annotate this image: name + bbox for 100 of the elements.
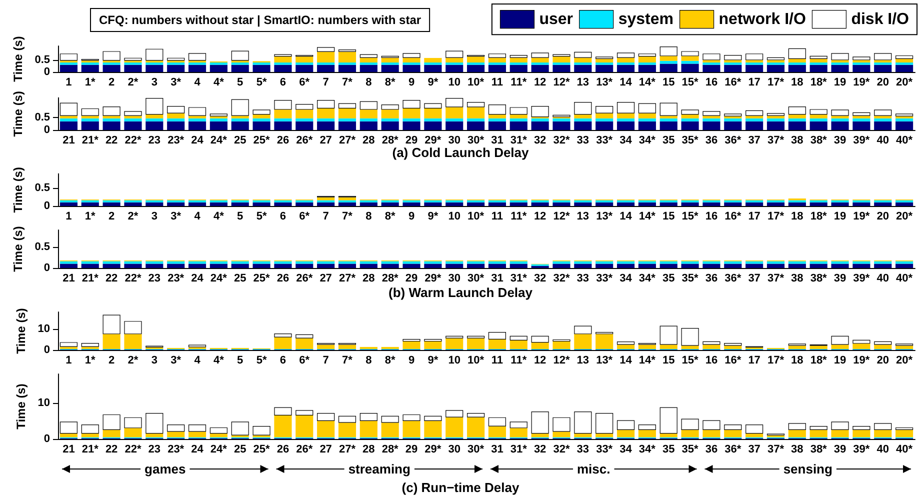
x-tick-label: 30*: [468, 272, 485, 284]
x-tick-label: 2*: [128, 354, 139, 366]
x-tick-label: 12*: [553, 76, 570, 88]
x-tick-label: 37*: [767, 272, 785, 284]
x-tick-label: 18: [791, 210, 804, 222]
x-tick-label: 7: [322, 354, 329, 366]
x-tick-label: 39: [834, 272, 846, 284]
x-tick-label: 12: [534, 76, 546, 88]
x-tick-label: 35: [662, 272, 675, 284]
y-tick-label: 0.5: [34, 54, 50, 66]
x-tick-label: 31*: [510, 444, 528, 456]
x-tick-label: 34*: [638, 134, 656, 146]
text: misc.: [577, 462, 610, 476]
x-tick-label: 32: [534, 272, 546, 284]
x-tick-label: 24: [191, 134, 204, 146]
x-tick-label: 16: [705, 76, 718, 88]
x-tick-label: 40: [876, 444, 889, 456]
x-tick-label: 1*: [84, 354, 96, 366]
x-tick-label: 21*: [82, 134, 100, 146]
y-axis-title: Time (s): [10, 226, 25, 272]
x-tick-label: 20: [876, 354, 889, 366]
x-tick-label: 18*: [810, 210, 828, 222]
x-tick-label: 5*: [256, 210, 268, 222]
x-tick-label: 14: [620, 210, 633, 222]
x-tick-label: 28: [362, 134, 375, 146]
text: (c) Run−time Delay: [402, 480, 520, 495]
x-tick-label: 10: [448, 76, 460, 88]
x-tick-label: 34*: [638, 444, 656, 456]
y-tick-label: 0.5: [34, 240, 50, 253]
x-tick-label: 35: [662, 134, 675, 146]
x-tick-label: 2: [108, 354, 115, 366]
x-tick-label: 12*: [553, 354, 570, 366]
x-tick-label: 38: [791, 134, 804, 146]
x-tick-label: 19: [834, 210, 846, 222]
x-tick-label: 37: [748, 272, 760, 284]
x-tick-label: 21: [62, 272, 75, 284]
x-tick-label: 2: [108, 76, 115, 88]
x-tick-label: 16: [705, 210, 718, 222]
x-tick-label: 7: [322, 210, 329, 222]
x-tick-label: 25*: [253, 134, 271, 146]
x-tick-label: 4: [194, 354, 202, 366]
x-tick-label: 13*: [596, 354, 614, 366]
x-tick-label: 39: [834, 444, 846, 456]
x-tick-label: 26*: [296, 134, 314, 146]
x-tick-label: 23: [148, 134, 161, 146]
x-tick-label: 3: [151, 354, 158, 366]
x-tick-label: 15*: [682, 76, 700, 88]
x-tick-label: 8*: [384, 354, 396, 366]
x-tick-label: 4: [194, 210, 202, 222]
x-tick-label: 20*: [896, 354, 914, 366]
x-tick-label: 31*: [510, 134, 528, 146]
x-tick-label: 20*: [896, 76, 914, 88]
x-tick-label: 15: [662, 76, 675, 88]
x-tick-label: 29: [405, 134, 418, 146]
legend-label: system: [618, 10, 674, 28]
legend-label: disk I/O: [851, 10, 909, 28]
x-tick-label: 11: [491, 210, 504, 222]
x-tick-label: 11*: [510, 76, 528, 88]
x-tick-label: 29: [405, 272, 418, 284]
x-tick-label: 36: [705, 134, 718, 146]
x-tick-label: 25*: [253, 444, 271, 456]
x-tick-label: 29*: [424, 134, 442, 146]
x-tick-label: 5*: [256, 76, 268, 88]
x-tick-label: 3*: [170, 354, 182, 366]
y-axis-title: Time (s): [14, 384, 28, 430]
x-tick-label: 13: [576, 76, 590, 88]
x-tick-label: 23: [148, 272, 161, 284]
y-tick-label: 0: [44, 262, 50, 274]
x-tick-label: 37: [748, 444, 760, 456]
x-tick-label: 24: [191, 444, 204, 456]
x-tick-label: 27: [320, 444, 332, 456]
x-tick-label: 34: [620, 272, 633, 284]
x-tick-label: 3*: [170, 210, 182, 222]
x-tick-label: 9*: [428, 210, 439, 222]
x-tick-label: 2*: [128, 210, 139, 222]
x-tick-label: 11*: [510, 354, 528, 366]
x-tick-label: 1*: [84, 210, 96, 222]
x-tick-label: 21*: [82, 272, 100, 284]
x-tick-label: 36*: [724, 134, 742, 146]
x-tick-label: 26*: [296, 272, 314, 284]
y-tick-label: 0: [44, 433, 50, 445]
x-tick-label: 29: [405, 444, 418, 456]
x-tick-label: 6: [280, 210, 286, 222]
x-tick-label: 5*: [256, 354, 268, 366]
y-tick-label: 10: [38, 396, 50, 409]
x-tick-label: 34: [620, 134, 633, 146]
legend-label: network I/O: [718, 10, 806, 28]
x-tick-label: 35*: [682, 272, 700, 284]
text: streaming: [348, 462, 410, 476]
x-tick-label: 25*: [253, 272, 271, 284]
x-tick-label: 10*: [468, 76, 485, 88]
x-tick-label: 3: [151, 76, 158, 88]
x-tick-label: 2*: [128, 76, 139, 88]
x-tick-label: 19: [834, 354, 846, 366]
x-tick-label: 12: [534, 210, 546, 222]
x-tick-label: 26: [276, 444, 290, 456]
x-tick-label: 12*: [553, 210, 570, 222]
x-tick-label: 27*: [338, 134, 356, 146]
x-tick-label: 23: [148, 444, 161, 456]
x-tick-label: 7*: [342, 354, 354, 366]
